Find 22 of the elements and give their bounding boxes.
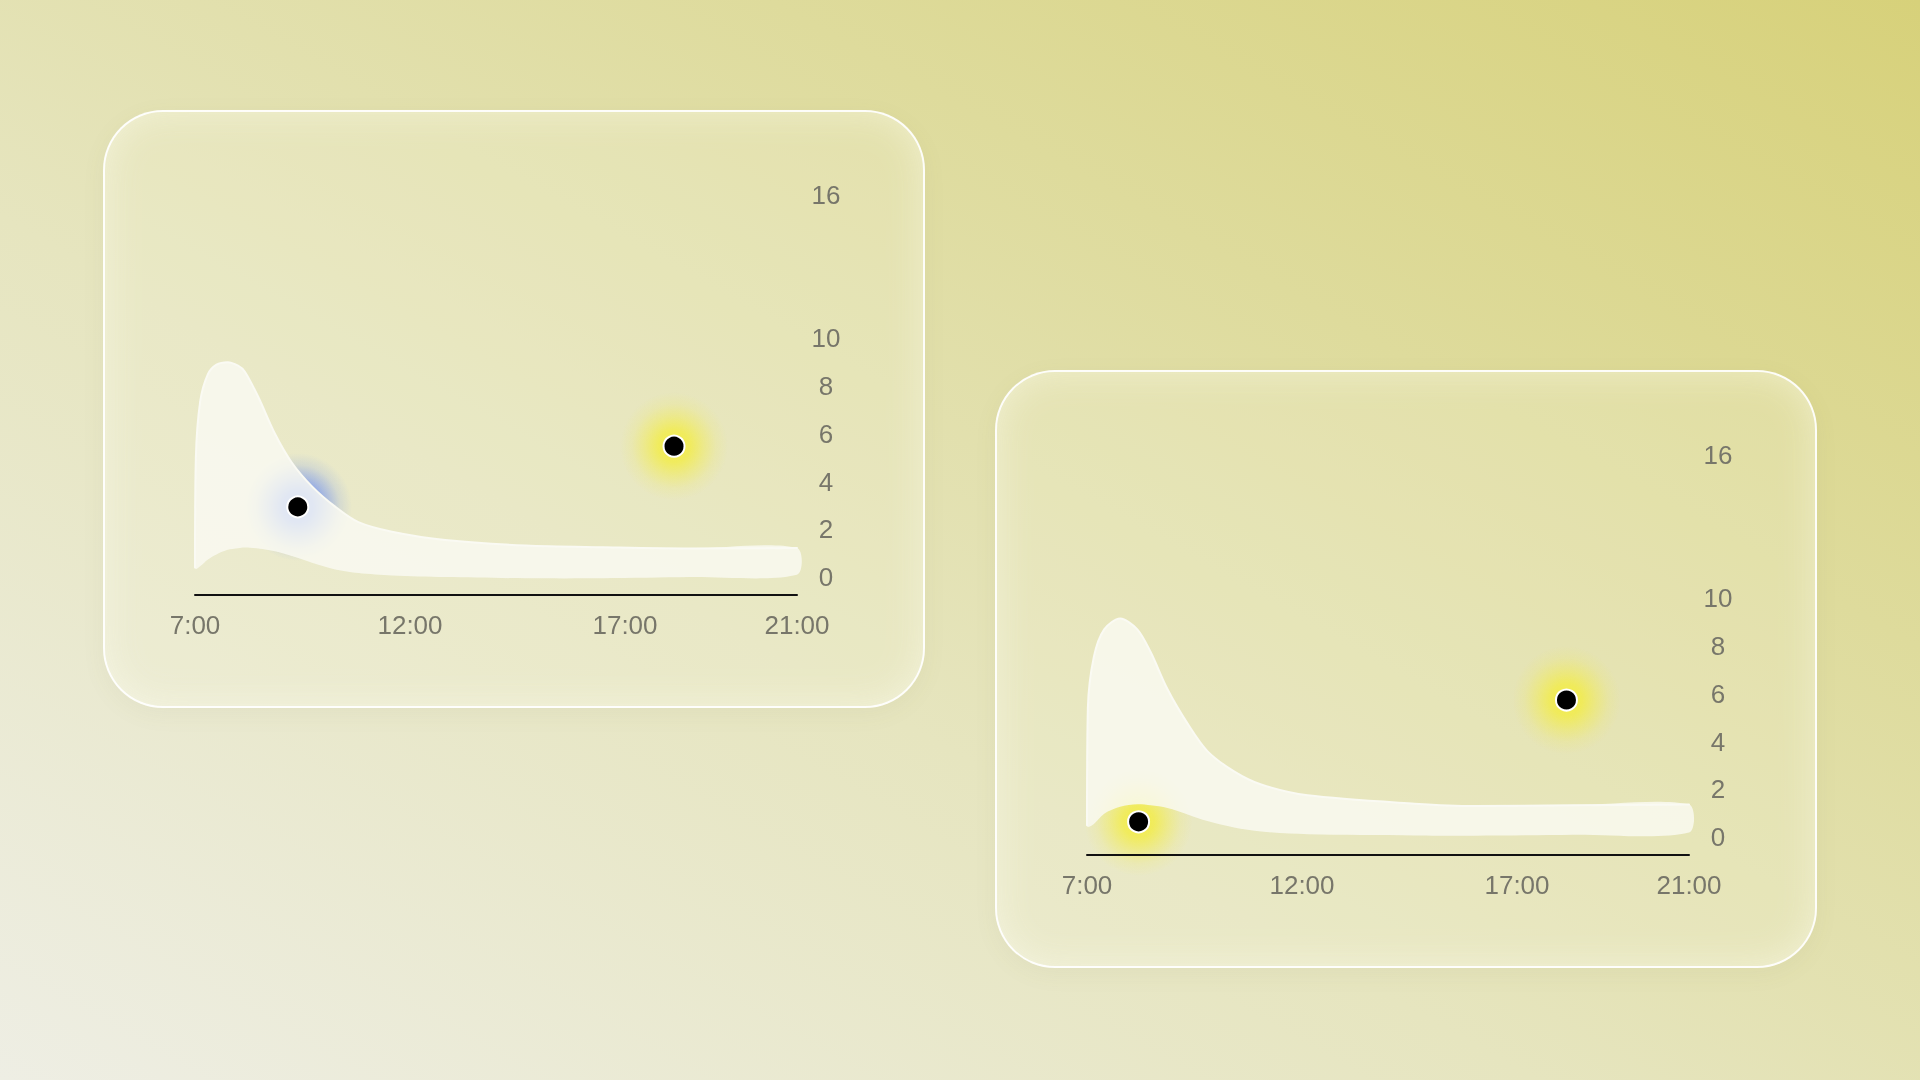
x-tick-label: 21:00	[764, 610, 830, 640]
x-tick-label: 21:00	[1656, 870, 1722, 900]
x-tick-label: 17:00	[1484, 870, 1550, 900]
y-tick-label: 8	[1710, 631, 1726, 662]
x-tick-label: 12:00	[1269, 870, 1335, 900]
y-tick-label: 4	[1710, 726, 1726, 757]
y-tick-label: 2	[1710, 774, 1726, 805]
x-tick-label: 12:00	[377, 610, 443, 640]
y-tick-label: 10	[811, 323, 841, 354]
y-tick-label: 2	[818, 514, 834, 545]
y-tick-label: 16	[1703, 440, 1733, 470]
y-tick-label: 0	[818, 562, 834, 593]
y-tick-label: 0	[1710, 822, 1726, 853]
x-tick-label: 17:00	[592, 610, 658, 640]
y-tick-label: 10	[1703, 583, 1733, 614]
y-tick-label: 16	[811, 180, 841, 210]
y-tick-label: 8	[818, 371, 834, 402]
x-tick-label: 7:00	[169, 610, 221, 640]
y-tick-label: 4	[818, 466, 834, 497]
y-tick-label: 6	[1710, 678, 1726, 709]
x-tick-label: 7:00	[1061, 870, 1113, 900]
y-tick-label: 6	[818, 418, 834, 449]
